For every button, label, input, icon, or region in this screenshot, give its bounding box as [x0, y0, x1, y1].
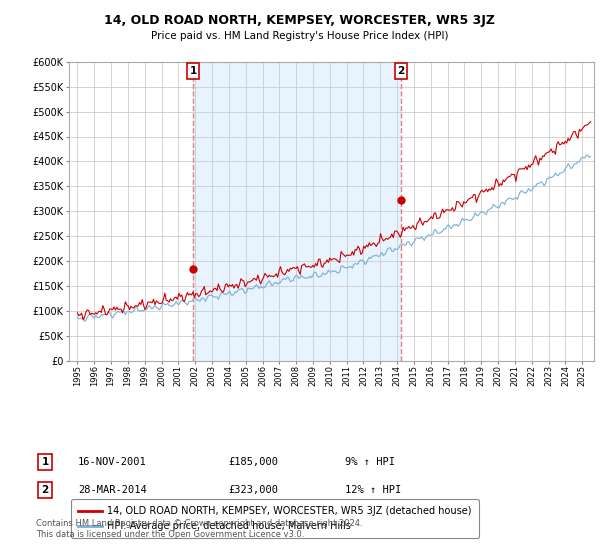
Legend: 14, OLD ROAD NORTH, KEMPSEY, WORCESTER, WR5 3JZ (detached house), HPI: Average p: 14, OLD ROAD NORTH, KEMPSEY, WORCESTER, … — [71, 500, 479, 538]
Text: 9% ↑ HPI: 9% ↑ HPI — [345, 457, 395, 467]
Text: 1: 1 — [190, 66, 197, 76]
Text: 2: 2 — [397, 66, 404, 76]
Text: 14, OLD ROAD NORTH, KEMPSEY, WORCESTER, WR5 3JZ: 14, OLD ROAD NORTH, KEMPSEY, WORCESTER, … — [104, 14, 496, 27]
Text: Price paid vs. HM Land Registry's House Price Index (HPI): Price paid vs. HM Land Registry's House … — [151, 31, 449, 41]
Text: 12% ↑ HPI: 12% ↑ HPI — [345, 485, 401, 495]
Text: 28-MAR-2014: 28-MAR-2014 — [78, 485, 147, 495]
Text: 1: 1 — [41, 457, 49, 467]
Text: 2: 2 — [41, 485, 49, 495]
Text: £323,000: £323,000 — [228, 485, 278, 495]
Bar — [193, 62, 401, 361]
Text: £185,000: £185,000 — [228, 457, 278, 467]
Text: 16-NOV-2001: 16-NOV-2001 — [78, 457, 147, 467]
Text: Contains HM Land Registry data © Crown copyright and database right 2024.
This d: Contains HM Land Registry data © Crown c… — [36, 520, 362, 539]
